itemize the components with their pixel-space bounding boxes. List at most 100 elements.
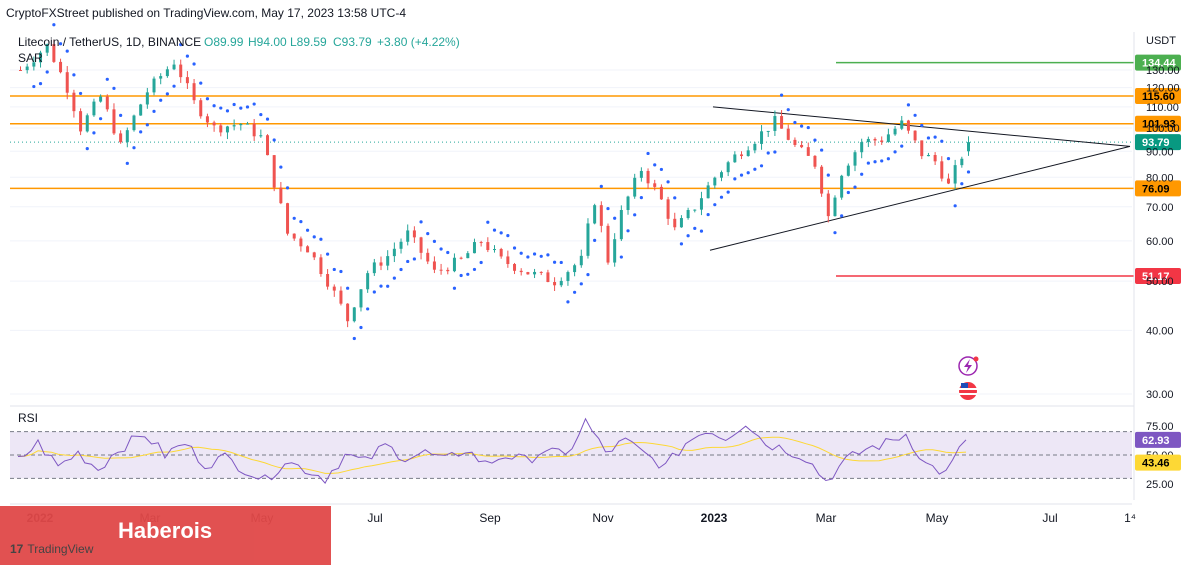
sar-dot — [966, 170, 971, 174]
candle-body — [79, 111, 83, 132]
sar-dots — [32, 23, 971, 341]
sar-dot — [873, 160, 877, 164]
sar-dot — [492, 228, 497, 232]
sar-dot — [139, 130, 143, 134]
candle-body — [559, 280, 563, 286]
sar-dot — [439, 247, 443, 251]
triangle-lower-line — [709, 145, 1131, 251]
level-badge — [1135, 115, 1181, 132]
candle-body — [733, 154, 737, 163]
candle-body — [32, 62, 36, 67]
candle-body — [245, 123, 249, 125]
sar-dot — [285, 186, 290, 190]
candle-body — [900, 120, 904, 129]
candle-body — [760, 131, 764, 144]
candle-body — [299, 238, 303, 247]
flash-icon[interactable] — [958, 356, 979, 376]
candle-body — [406, 230, 410, 242]
candle-body — [312, 252, 316, 258]
publisher-header: CryptoFXStreet published on TradingView.… — [6, 6, 406, 20]
y-tick-label: 110.00 — [1146, 102, 1179, 114]
candles — [19, 39, 970, 328]
candle-body — [619, 210, 623, 240]
candle-body — [613, 239, 617, 263]
sar-dot — [446, 250, 450, 255]
candle-body — [833, 197, 837, 217]
last-price-label: 93.79 — [1142, 137, 1170, 149]
candle-body — [573, 265, 577, 273]
x-tick-label: May — [926, 511, 949, 525]
sar-dot — [432, 239, 437, 244]
legend-low: L89.59 — [290, 35, 327, 49]
candle-body — [860, 142, 864, 153]
candle-body — [446, 269, 450, 272]
sar-dot — [813, 138, 817, 142]
legend-change: +3.80 (+4.22%) — [377, 35, 460, 49]
sar-dot — [733, 177, 737, 181]
candle-body — [179, 64, 183, 78]
sar-dot — [539, 254, 543, 258]
tradingview-logo: 17 TradingView — [10, 542, 93, 556]
level-label: 51.17 — [1142, 271, 1170, 283]
sar-dot — [666, 180, 670, 184]
sar-dot — [272, 138, 276, 142]
sar-dot — [913, 113, 917, 117]
sar-dot — [92, 131, 96, 135]
sar-dot — [472, 267, 477, 272]
candle-body — [346, 303, 350, 322]
sar-dot — [145, 123, 149, 127]
candle-body — [172, 64, 176, 70]
sar-dot — [759, 164, 764, 168]
candle-body — [846, 165, 850, 176]
sar-dot — [886, 157, 890, 161]
candle-body — [913, 130, 917, 141]
candle-body — [72, 92, 76, 112]
x-tick-label: Jul — [1042, 511, 1057, 525]
y-tick-label: 70.00 — [1146, 202, 1174, 214]
candle-body — [499, 249, 503, 257]
candle-body — [472, 242, 476, 254]
candle-body — [225, 126, 229, 133]
sar-dot — [786, 108, 790, 112]
sar-dot — [52, 23, 56, 27]
level-label: 101.93 — [1142, 119, 1176, 131]
rsi-ma-badge — [1135, 454, 1181, 471]
sar-dot — [499, 231, 503, 235]
y-tick-label: 100.00 — [1146, 123, 1180, 135]
candle-body — [139, 104, 143, 116]
rsi-label: RSI — [18, 411, 38, 425]
sar-dot — [506, 234, 510, 238]
level-label: 115.60 — [1142, 91, 1175, 103]
us-flag-icon[interactable] — [959, 382, 977, 400]
sar-dot — [319, 237, 323, 241]
candle-body — [506, 256, 510, 265]
level-badge — [1135, 268, 1181, 285]
sar-dot — [72, 73, 76, 77]
rsi-ma-label: 43.46 — [1142, 458, 1170, 470]
sar-dot — [920, 123, 924, 128]
sar-dot — [726, 190, 730, 194]
candle-body — [199, 100, 203, 117]
candle-body — [706, 185, 710, 199]
candle-body — [319, 257, 323, 275]
y-tick-label: 80.00 — [1146, 172, 1174, 184]
candle-body — [666, 199, 670, 219]
sar-dot — [552, 260, 557, 264]
candle-body — [740, 154, 744, 157]
candle-body — [820, 166, 824, 194]
sar-dot — [212, 104, 216, 108]
main-grid — [10, 69, 1132, 395]
sar-dot — [159, 98, 163, 102]
sar-dot — [332, 267, 336, 272]
candle-body — [773, 116, 777, 131]
price-axis: 30.00 40.00 50.00 60.00 70.00 80.00 90.00 100.0… — [1133, 32, 1180, 500]
sar-dot — [573, 290, 577, 294]
candle-body — [339, 290, 343, 304]
candle-body — [392, 248, 396, 257]
candle-body — [486, 242, 490, 251]
candle-body — [152, 78, 156, 93]
sar-dot — [593, 238, 597, 242]
sar-dot — [85, 147, 89, 151]
candle-body — [252, 123, 256, 137]
